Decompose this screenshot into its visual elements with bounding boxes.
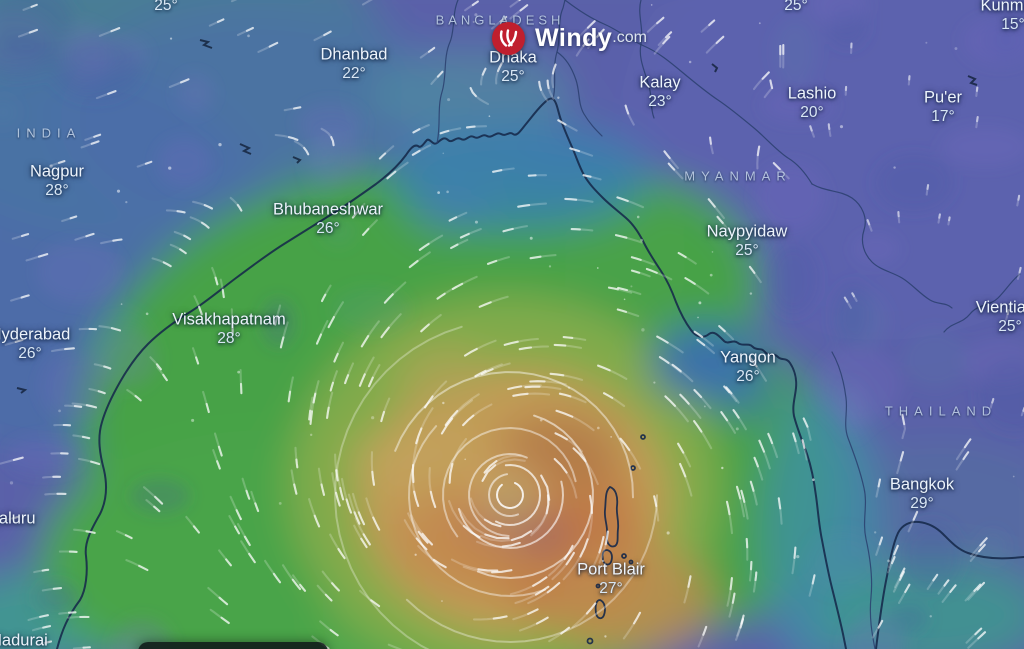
city-temperature[interactable]: 20° [800, 104, 824, 121]
wind-swirl-icon [499, 29, 517, 47]
windy-wordmark: Windy [535, 23, 613, 52]
city-name[interactable]: Pu'er [923, 88, 963, 107]
city-name[interactable]: Nagpur [29, 162, 85, 181]
city-temperature[interactable]: 29° [910, 495, 934, 512]
city-name[interactable]: Yangon [720, 348, 776, 367]
lake-marks [16, 39, 978, 394]
city-name[interactable]: Kunming [980, 0, 1024, 15]
city-temperature[interactable]: 28° [45, 182, 69, 199]
windy-wordmark-suffix: .com [612, 29, 647, 46]
city-name[interactable]: Bangkok [889, 475, 955, 494]
andaman-islands-outline [586, 434, 646, 645]
windy-logo-circle [492, 21, 525, 55]
country-label-myanmar: MYANMAR [684, 168, 792, 184]
city-name[interactable]: Dhanbad [320, 45, 388, 64]
city-name[interactable]: Kalay [639, 73, 681, 92]
city-temperature[interactable]: 23° [648, 93, 672, 110]
city-name[interactable]: Bhubaneshwar [272, 200, 384, 219]
city-temperature[interactable]: 27° [599, 580, 623, 597]
city-temperature[interactable]: 26° [736, 368, 760, 385]
city-name[interactable]: Bengaluru [0, 509, 36, 528]
coastline [56, 97, 1024, 649]
city-temperature[interactable]: 25° [501, 68, 525, 85]
city-name[interactable]: Vientiane [975, 298, 1024, 317]
city-name[interactable]: Hyderabad [0, 325, 71, 344]
edge-temperature-1[interactable]: 25° [784, 0, 808, 14]
country-label-india: INDIA [16, 125, 82, 141]
city-temperature[interactable]: 26° [18, 345, 42, 362]
edge-temperature-0[interactable]: 25° [154, 0, 178, 14]
city-name[interactable]: Naypyidaw [706, 222, 788, 241]
city-temperature[interactable]: 25° [998, 318, 1022, 335]
city-temperature[interactable]: 17° [931, 108, 955, 125]
city-name[interactable]: Lashio [787, 84, 837, 103]
city-temperature[interactable]: 22° [342, 65, 366, 82]
city-name[interactable]: Visakhapatnam [172, 310, 286, 329]
city-temperature[interactable]: 28° [217, 330, 241, 347]
city-temperature[interactable]: 26° [316, 220, 340, 237]
country-label-thailand: THAILAND [884, 403, 998, 419]
city-temperature[interactable]: 15° [1001, 16, 1024, 33]
country-label-bangladesh: BANGLADESH [435, 12, 565, 28]
country-borders [436, 0, 1021, 649]
windy-logo[interactable]: Windy .com [492, 20, 647, 56]
city-temperature[interactable]: 25° [735, 242, 759, 259]
city-name[interactable]: Madurai [0, 631, 48, 649]
bottom-timeline-panel[interactable] [138, 642, 328, 649]
city-name[interactable]: Port Blair [577, 560, 645, 579]
